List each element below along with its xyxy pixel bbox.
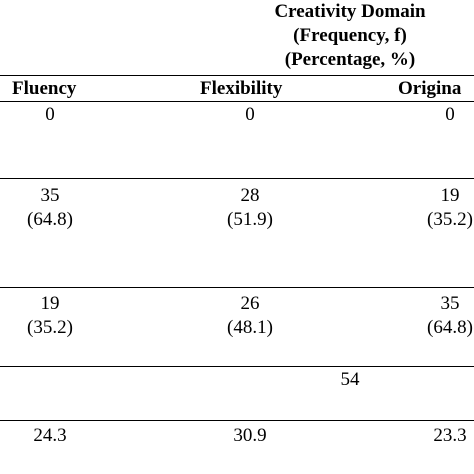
header-title: Creativity Domain <box>274 1 426 22</box>
cell-r2-originality: 19 <box>440 185 460 206</box>
row-rule-2 <box>0 287 474 288</box>
cell-r3-fluency: 19 <box>40 293 60 314</box>
total-value: 54 <box>340 369 360 390</box>
cell-r2-flexibility: 28 <box>240 185 260 206</box>
cell-r3-flexibility-pct: (48.1) <box>227 317 273 338</box>
column-flexibility: Flexibility <box>200 78 283 99</box>
cell-r2-originality-pct: (35.2) <box>427 209 473 230</box>
mean-originality: 23.3 <box>433 425 467 446</box>
mean-flexibility: 30.9 <box>233 425 267 446</box>
cell-r3-originality: 35 <box>440 293 460 314</box>
row-rule-1 <box>0 178 474 179</box>
column-fluency: Fluency <box>12 78 77 99</box>
mean-fluency: 24.3 <box>33 425 67 446</box>
cell-r1-originality: 0 <box>445 104 455 125</box>
cell-r3-flexibility: 26 <box>240 293 260 314</box>
header-frequency: (Frequency, f) <box>293 25 407 46</box>
header-rule <box>0 75 474 76</box>
cell-r2-fluency-pct: (64.8) <box>27 209 73 230</box>
column-header-rule <box>0 101 474 102</box>
row-rule-4 <box>0 420 474 421</box>
cell-r3-fluency-pct: (35.2) <box>27 317 73 338</box>
cell-r3-originality-pct: (64.8) <box>427 317 473 338</box>
cell-r2-flexibility-pct: (51.9) <box>227 209 273 230</box>
cell-r1-fluency: 0 <box>45 104 55 125</box>
cell-r1-flexibility: 0 <box>245 104 255 125</box>
cell-r2-fluency: 35 <box>40 185 60 206</box>
column-originality: Origina <box>398 78 462 99</box>
header-percentage: (Percentage, %) <box>284 49 416 70</box>
row-rule-3 <box>0 366 474 367</box>
